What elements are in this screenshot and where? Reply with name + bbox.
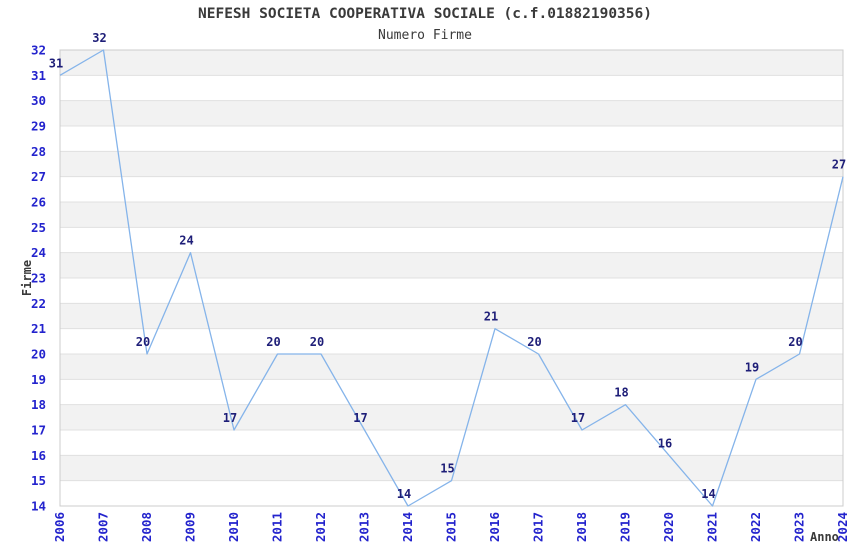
x-tick-label: 2007 xyxy=(96,512,111,542)
grid-band xyxy=(60,202,843,228)
x-tick-label: 2020 xyxy=(661,512,676,542)
point-label: 20 xyxy=(266,335,280,349)
point-label: 24 xyxy=(179,234,193,248)
y-tick-label: 32 xyxy=(31,43,46,58)
y-tick-label: 25 xyxy=(31,220,46,235)
y-tick-label: 24 xyxy=(31,245,46,260)
x-tick-label: 2021 xyxy=(705,512,720,542)
y-tick-label: 20 xyxy=(31,347,46,362)
y-tick-label: 17 xyxy=(31,423,46,438)
x-tick-label: 2019 xyxy=(618,512,633,542)
point-label: 18 xyxy=(614,386,628,400)
y-tick-label: 26 xyxy=(31,195,46,210)
grid-band xyxy=(60,151,843,177)
point-label: 17 xyxy=(353,411,367,425)
point-label: 19 xyxy=(745,360,759,374)
point-label: 21 xyxy=(484,310,498,324)
y-tick-label: 27 xyxy=(31,169,46,184)
grid-band xyxy=(60,354,843,380)
grid-band xyxy=(60,50,843,76)
y-tick-label: 30 xyxy=(31,93,46,108)
plot-border xyxy=(59,49,844,507)
grid-band xyxy=(60,455,843,481)
point-label: 17 xyxy=(571,411,585,425)
data-line xyxy=(59,49,844,507)
x-tick-label: 2008 xyxy=(139,512,154,542)
point-label: 20 xyxy=(527,335,541,349)
y-tick-label: 29 xyxy=(31,119,46,134)
x-tick-label: 2013 xyxy=(357,512,372,542)
x-axis-title: Anno xyxy=(810,530,839,544)
point-label: 20 xyxy=(788,335,802,349)
point-label: 16 xyxy=(658,436,672,450)
y-tick-label: 28 xyxy=(31,144,46,159)
y-tick-label: 16 xyxy=(31,448,46,463)
x-tick-label: 2012 xyxy=(313,512,328,542)
x-tick-label: 2009 xyxy=(183,512,198,542)
y-tick-label: 22 xyxy=(31,296,46,311)
point-label: 14 xyxy=(701,487,715,501)
point-label: 20 xyxy=(136,335,150,349)
y-tick-label: 31 xyxy=(31,68,46,83)
x-tick-label: 2011 xyxy=(270,512,285,542)
x-tick-label: 2022 xyxy=(748,512,763,542)
y-tick-label: 21 xyxy=(31,321,46,336)
x-tick-label: 2010 xyxy=(226,512,241,542)
point-label: 31 xyxy=(49,56,63,70)
chart-subtitle: Numero Firme xyxy=(378,28,472,43)
x-tick-label: 2016 xyxy=(487,512,502,542)
point-label: 14 xyxy=(397,487,411,501)
x-tick-label: 2006 xyxy=(52,512,67,542)
x-tick-label: 2024 xyxy=(835,512,850,542)
x-tick-label: 2015 xyxy=(444,512,459,542)
point-label: 20 xyxy=(310,335,324,349)
y-tick-label: 14 xyxy=(31,499,46,514)
y-tick-label: 23 xyxy=(31,271,46,286)
x-tick-label: 2017 xyxy=(531,512,546,542)
chart-title: NEFESH SOCIETA COOPERATIVA SOCIALE (c.f.… xyxy=(198,6,652,22)
y-tick-label: 15 xyxy=(31,473,46,488)
y-axis-title: Firme xyxy=(20,259,35,297)
grid-band xyxy=(60,404,843,430)
x-tick-label: 2014 xyxy=(400,512,415,542)
x-tick-label: 2018 xyxy=(574,512,589,542)
point-label: 15 xyxy=(440,462,454,476)
point-label: 17 xyxy=(223,411,237,425)
grid-band xyxy=(60,303,843,329)
point-label: 27 xyxy=(832,158,846,172)
y-tick-label: 18 xyxy=(31,397,46,412)
y-tick-label: 19 xyxy=(31,372,46,387)
point-label: 32 xyxy=(92,31,106,45)
grid-band xyxy=(60,100,843,126)
grid-band xyxy=(60,252,843,278)
x-tick-label: 2023 xyxy=(792,512,807,542)
